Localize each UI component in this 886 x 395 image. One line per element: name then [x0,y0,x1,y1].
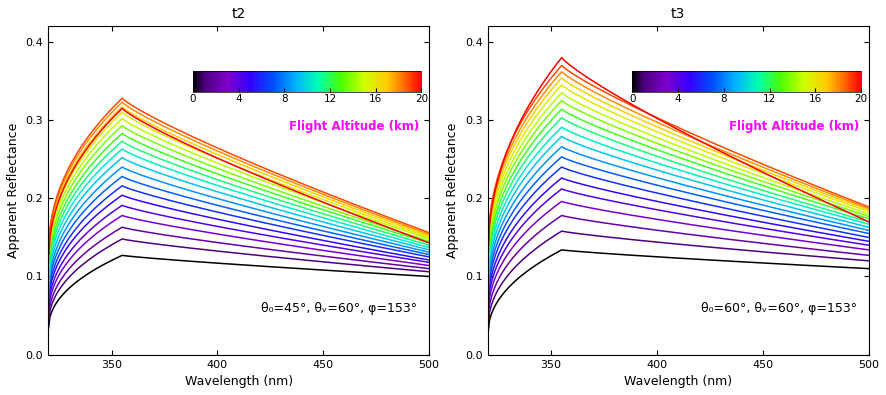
X-axis label: Wavelength (nm): Wavelength (nm) [624,375,732,388]
Y-axis label: Apparent Reflectance: Apparent Reflectance [447,123,460,258]
Text: θ₀=45°, θᵥ=60°, φ=153°: θ₀=45°, θᵥ=60°, φ=153° [261,302,417,315]
X-axis label: Wavelength (nm): Wavelength (nm) [184,375,292,388]
Text: θ₀=60°, θᵥ=60°, φ=153°: θ₀=60°, θᵥ=60°, φ=153° [701,302,857,315]
Title: t2: t2 [231,7,245,21]
Text: Flight Altitude (km): Flight Altitude (km) [289,120,419,133]
Text: Flight Altitude (km): Flight Altitude (km) [729,120,859,133]
Y-axis label: Apparent Reflectance: Apparent Reflectance [7,123,20,258]
Title: t3: t3 [671,7,685,21]
